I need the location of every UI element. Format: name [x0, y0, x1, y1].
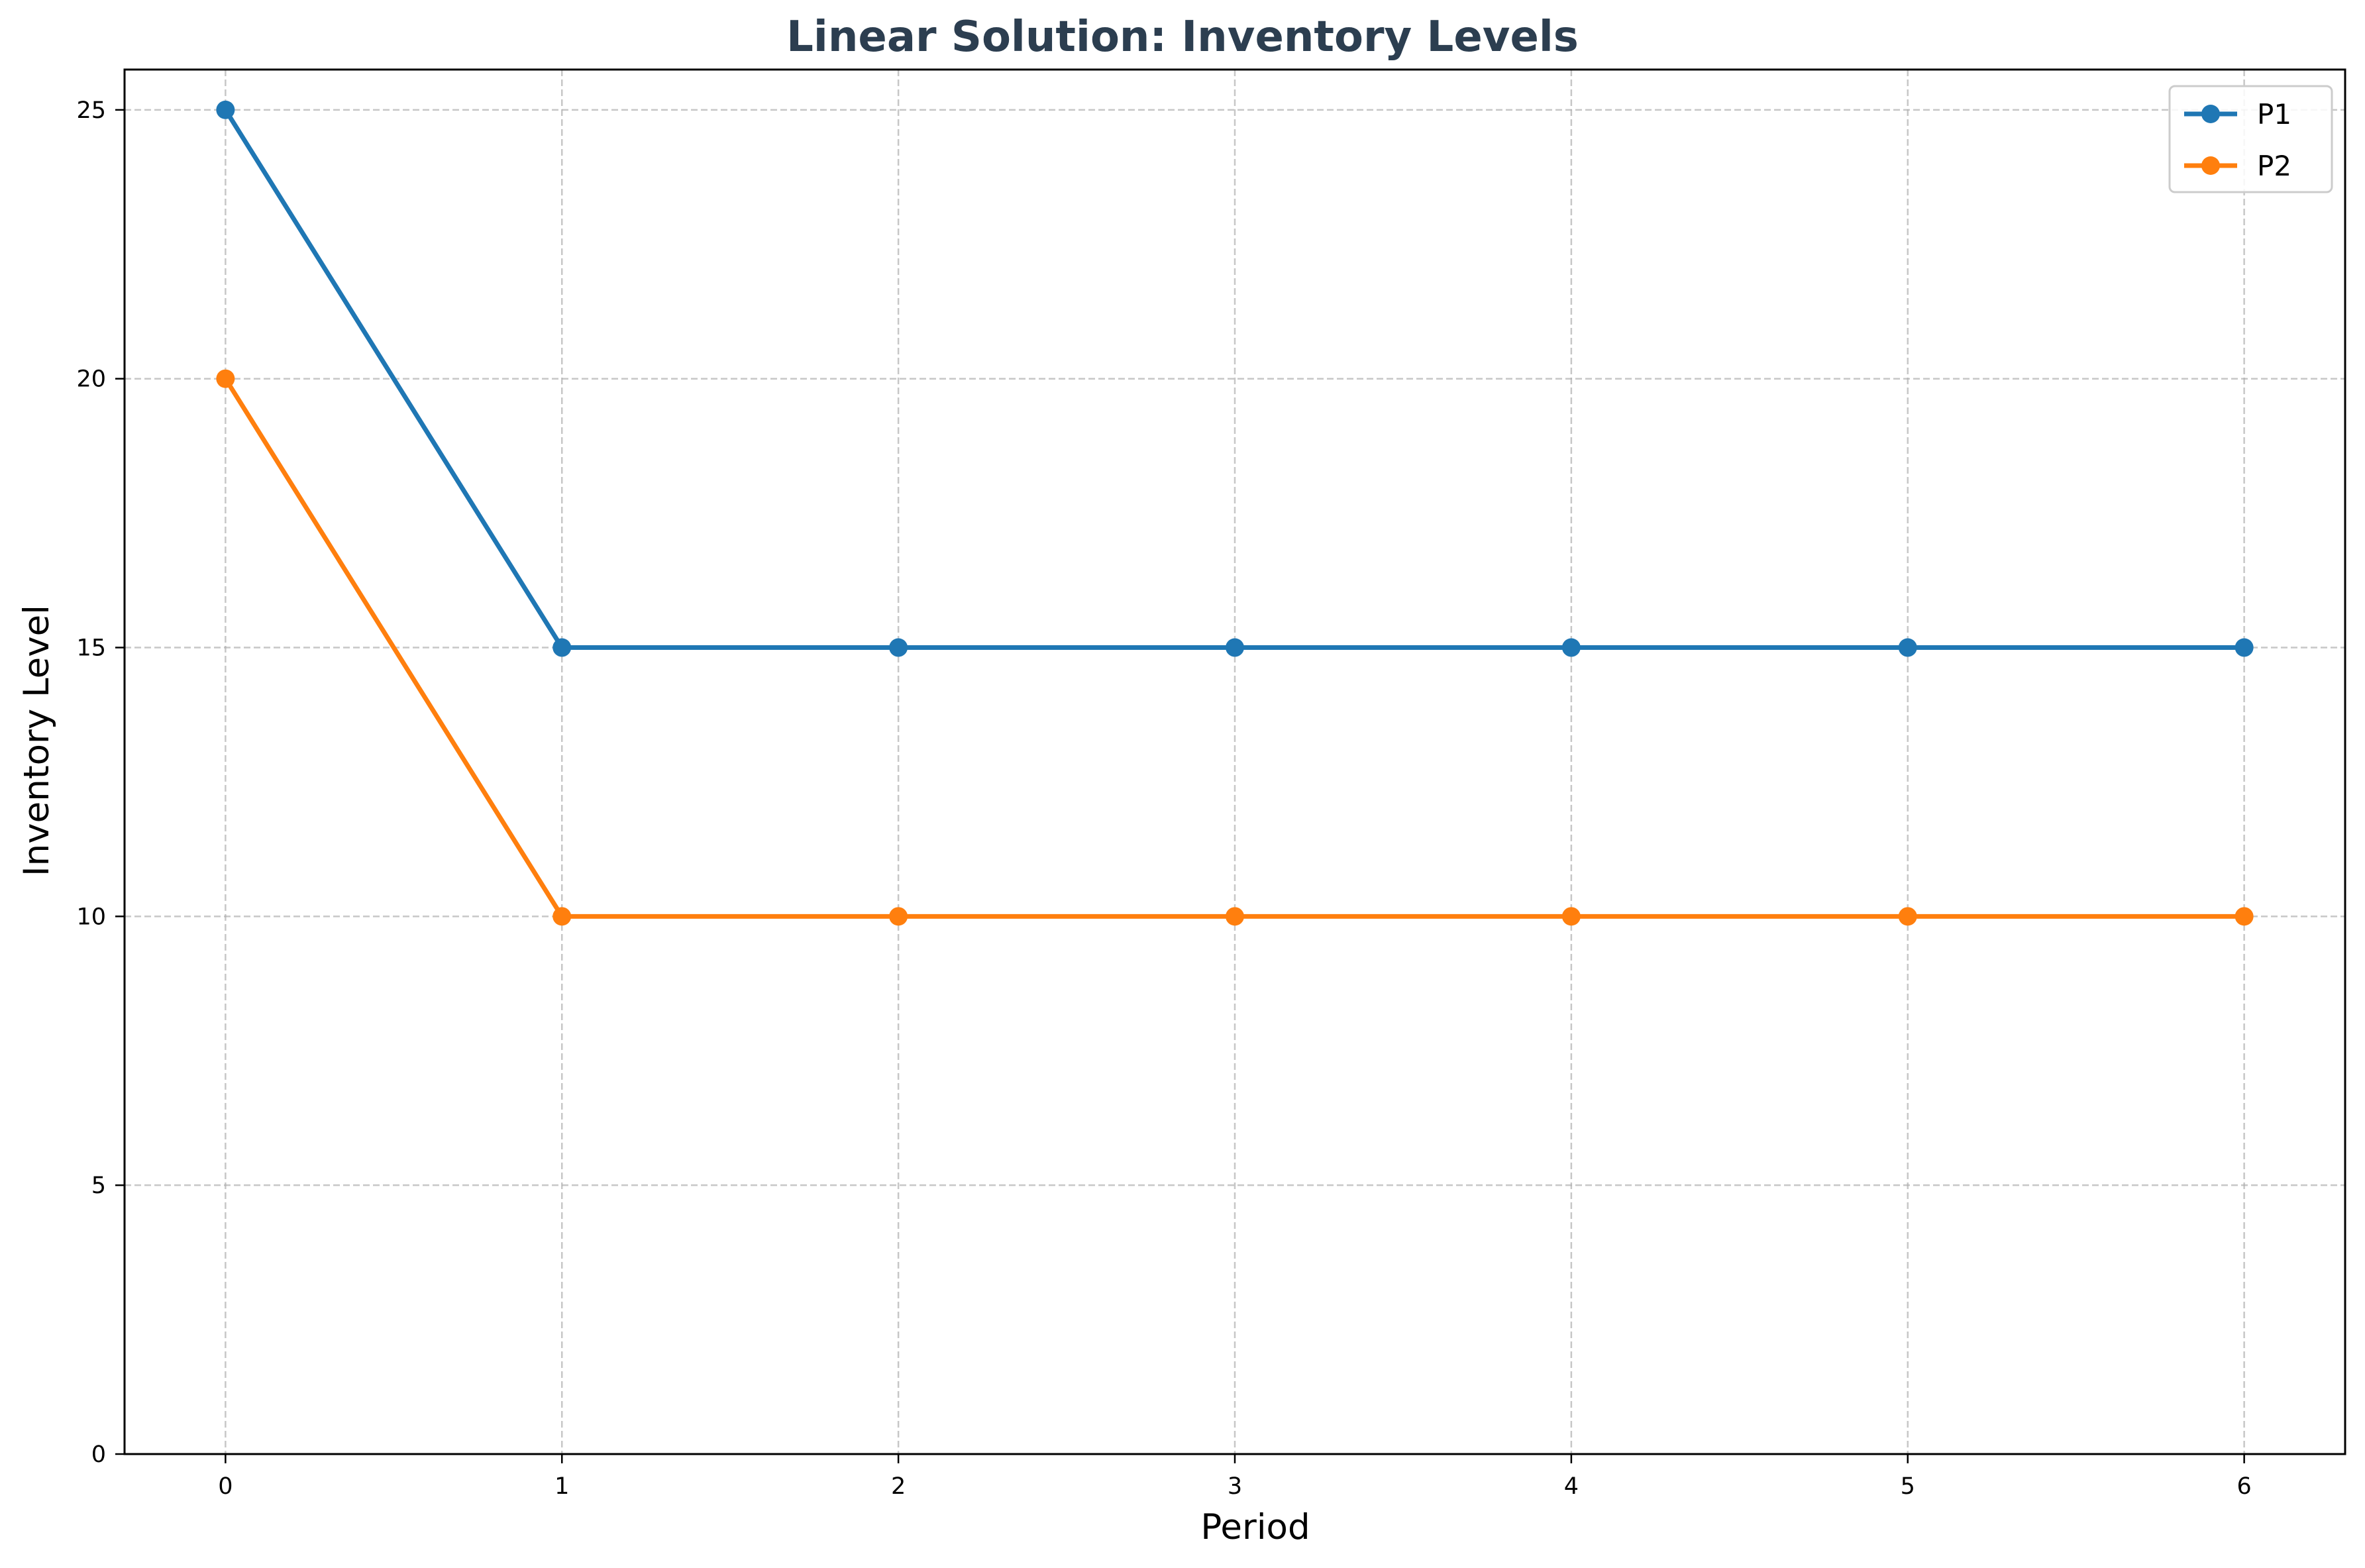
y-tick-label: 5: [91, 1173, 106, 1199]
x-tick-label: 0: [218, 1473, 233, 1500]
ticks: 0 1 2 3 4 5 6 0 5 10 15 20 25: [76, 97, 2251, 1500]
legend: P1 P2: [2168, 85, 2333, 193]
y-tick-label: 15: [76, 635, 106, 662]
legend-label: P2: [2257, 150, 2291, 182]
data-point-p2: [1561, 907, 1581, 926]
data-point-p2: [1898, 907, 1917, 926]
y-axis-label: Inventory Level: [17, 605, 57, 876]
y-tick-label: 10: [76, 904, 106, 930]
chart-title: Linear Solution: Inventory Levels: [786, 13, 1579, 62]
x-axis-label: Period: [1200, 1507, 1310, 1547]
data-point-p1: [2234, 638, 2254, 657]
legend-item-p2: P2: [2184, 150, 2291, 182]
legend-label: P1: [2257, 98, 2291, 131]
x-tick-label: 5: [1901, 1473, 1915, 1500]
series-p2: [216, 369, 2254, 926]
data-point-p1: [1561, 638, 1581, 657]
x-tick-label: 3: [1228, 1473, 1242, 1500]
data-point-p1: [552, 638, 572, 657]
y-tick-label: 20: [76, 366, 106, 393]
legend-item-p1: P1: [2184, 98, 2291, 131]
y-tick-label: 25: [76, 97, 106, 124]
x-tick-label: 2: [891, 1473, 906, 1500]
x-tick-label: 6: [2236, 1473, 2251, 1500]
data-point-p1: [1898, 638, 1917, 657]
legend-swatch-marker: [2201, 156, 2220, 175]
legend-box: [2168, 85, 2333, 193]
data-point-p2: [2234, 907, 2254, 926]
data-point-p2: [889, 907, 908, 926]
x-tick-label: 1: [554, 1473, 569, 1500]
x-tick-label: 4: [1564, 1473, 1579, 1500]
data-point-p1: [889, 638, 908, 657]
data-point-p2: [552, 907, 572, 926]
legend-swatch-marker: [2201, 105, 2220, 123]
series-p1: [216, 100, 2254, 657]
data-point-p1: [1226, 638, 1244, 657]
data-point-p1: [216, 100, 235, 119]
data-point-p2: [1226, 907, 1244, 926]
y-tick-label: 0: [91, 1441, 106, 1468]
series-layer: [216, 100, 2254, 926]
data-point-p2: [216, 369, 235, 388]
